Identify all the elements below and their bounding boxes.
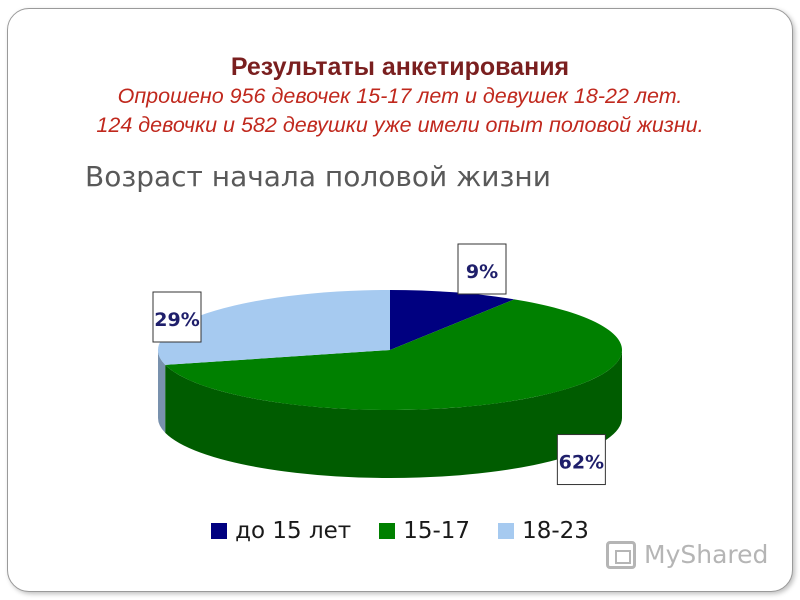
presentation-icon xyxy=(606,540,636,569)
pie-side-18-23 xyxy=(158,350,166,433)
legend-item-under-15: до 15 лет xyxy=(211,518,351,544)
pie-slice-18-23 xyxy=(158,290,390,365)
watermark: MyShared xyxy=(606,540,768,569)
data-label-under-15: 9% xyxy=(457,243,507,295)
subtitle-line-2: 124 девочки и 582 девушки уже имели опыт… xyxy=(96,113,704,137)
data-label-text: 62% xyxy=(559,452,604,474)
pie-side-15-17 xyxy=(165,350,623,479)
legend-swatch-under-15 xyxy=(211,523,228,539)
subtitle-line-1: Опрошено 956 девочек 15-17 лет и девушек… xyxy=(117,84,683,108)
legend-label-18-23: 18-23 xyxy=(522,518,589,544)
data-label-18-23: 29% xyxy=(152,291,202,343)
pie-slice-15-17 xyxy=(165,299,623,411)
chart-title: Возраст начала половой жизни xyxy=(85,160,551,193)
slide-title: Результаты анкетирования xyxy=(230,53,570,81)
header: Результаты анкетирования Опрошено 956 де… xyxy=(20,52,780,140)
pie-slice-under-15 xyxy=(390,290,515,350)
legend-label-under-15: до 15 лет xyxy=(235,518,352,544)
data-label-box xyxy=(457,243,507,295)
legend: до 15 лет 15-17 18-23 xyxy=(0,518,800,544)
legend-swatch-18-23 xyxy=(498,523,515,539)
data-label-box xyxy=(556,434,606,486)
data-label-box xyxy=(152,291,202,343)
legend-item-18-23: 18-23 xyxy=(498,518,589,544)
data-label-text: 29% xyxy=(154,309,199,331)
legend-item-15-17: 15-17 xyxy=(379,518,470,544)
legend-swatch-15-17 xyxy=(379,523,396,539)
legend-label-15-17: 15-17 xyxy=(403,518,471,544)
data-label-15-17: 62% xyxy=(556,434,606,486)
watermark-text: MyShared xyxy=(644,540,769,569)
data-label-text: 9% xyxy=(466,261,498,283)
